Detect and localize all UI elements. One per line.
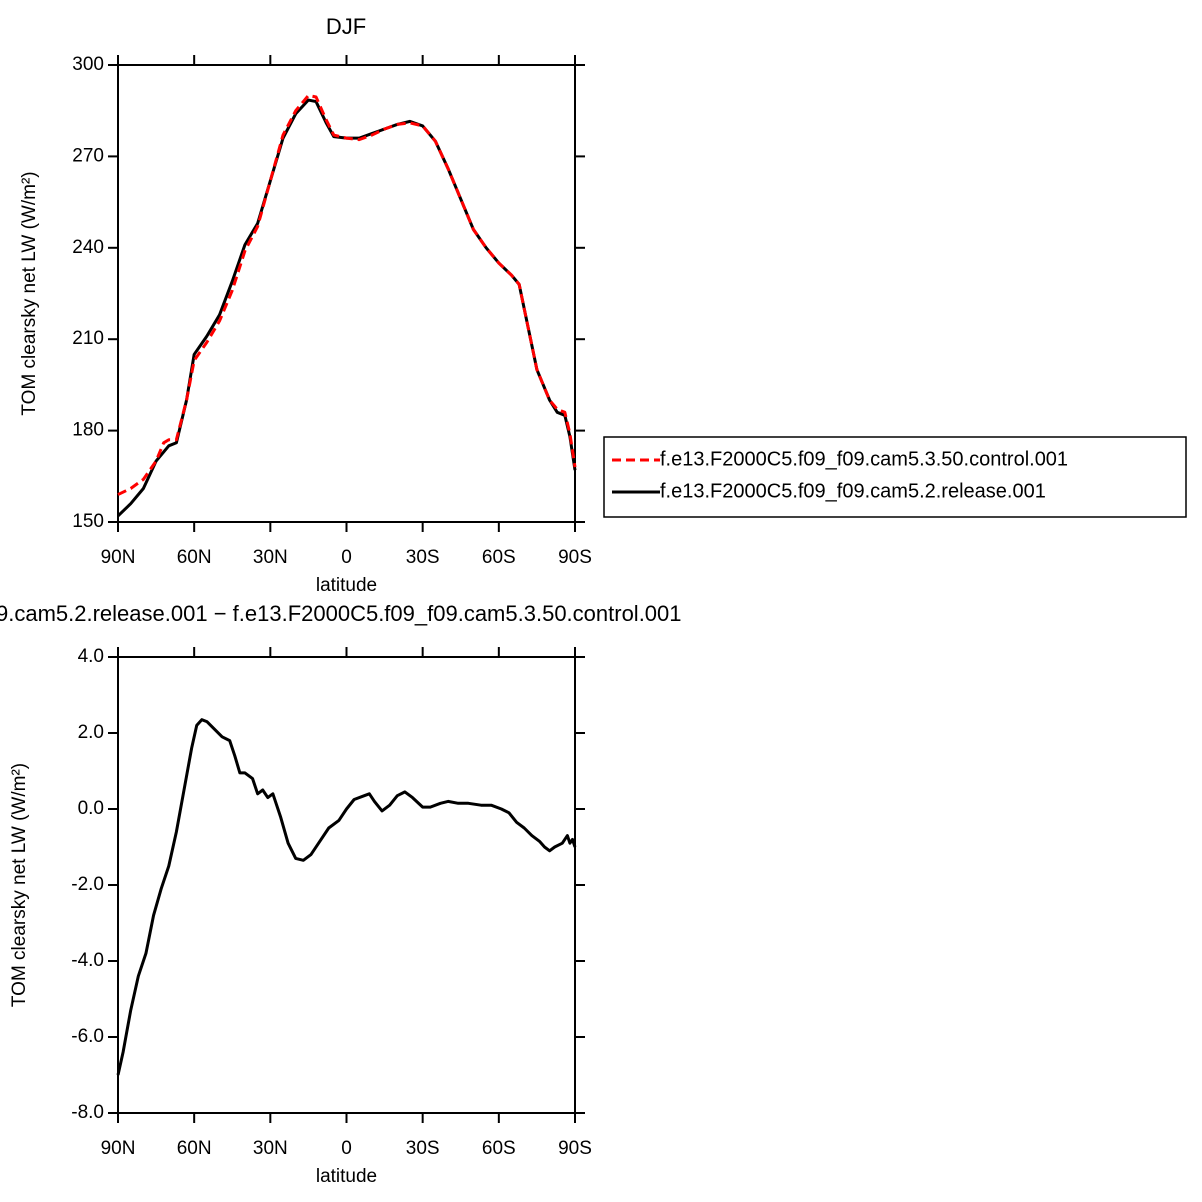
y-tick-label: 150 [72,511,104,532]
x-tick-label: 60N [177,1138,212,1159]
y-tick-label: 300 [72,54,104,75]
y-tick-label: -8.0 [71,1102,104,1123]
plot-frame [117,64,576,523]
chart-title: 9.cam5.2.release.001 − f.e13.F2000C5.f09… [0,601,682,626]
x-tick-label: 90N [101,1138,136,1159]
x-tick-label: 90S [558,547,592,568]
y-tick-label: -2.0 [71,874,104,895]
x-axis-label: latitude [316,1166,377,1187]
x-tick-label: 60N [177,547,212,568]
y-tick-label: 240 [72,237,104,258]
y-tick-label: 0.0 [78,798,104,819]
y-axis-label: TOM clearsky net LW (W/m²) [9,763,30,1007]
x-tick-label: 30N [253,1138,288,1159]
y-tick-label: 2.0 [78,722,104,743]
x-tick-label: 30N [253,547,288,568]
y-tick-label: 180 [72,420,104,441]
y-axis-label: TOM clearsky net LW (W/m²) [19,171,40,415]
y-tick-label: 270 [72,145,104,166]
data-line [116,98,577,517]
x-tick-label: 30S [406,547,440,568]
y-tick-label: 4.0 [78,646,104,667]
y-tick-label: -4.0 [71,950,104,971]
x-tick-label: 60S [482,1138,516,1159]
x-tick-label: 0 [341,1138,352,1159]
legend-label: f.e13.F2000C5.f09_f09.cam5.3.50.control.… [660,448,1068,470]
data-line [116,718,577,1076]
x-tick-label: 90S [558,1138,592,1159]
x-tick-label: 0 [341,547,352,568]
legend-box [603,436,1187,518]
x-tick-label: 60S [482,547,516,568]
x-tick-label: 90N [101,547,136,568]
legend-label: f.e13.F2000C5.f09_f09.cam5.2.release.001 [660,480,1046,502]
plot-frame [117,656,576,1114]
y-tick-label: -6.0 [71,1026,104,1047]
chart-title: DJF [326,14,366,39]
x-axis-label: latitude [316,575,377,596]
y-tick-label: 210 [72,328,104,349]
x-tick-label: 30S [406,1138,440,1159]
data-line [117,93,577,496]
